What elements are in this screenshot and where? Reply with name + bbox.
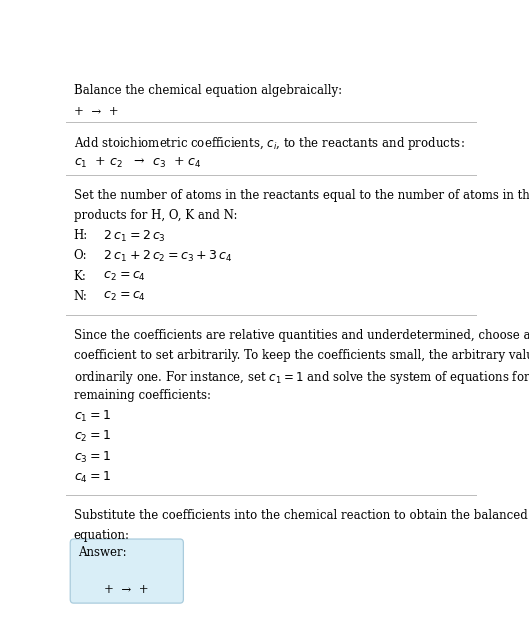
Text: $2\,c_1 = 2\,c_3$: $2\,c_1 = 2\,c_3$ <box>96 229 166 244</box>
Text: Balance the chemical equation algebraically:: Balance the chemical equation algebraica… <box>74 84 342 97</box>
Text: H:: H: <box>74 229 88 242</box>
Text: Add stoichiometric coefficients, $c_i$, to the reactants and products:: Add stoichiometric coefficients, $c_i$, … <box>74 135 464 153</box>
Text: equation:: equation: <box>74 529 130 542</box>
Text: N:: N: <box>74 290 87 303</box>
Text: ordinarily one. For instance, set $c_1 = 1$ and solve the system of equations fo: ordinarily one. For instance, set $c_1 =… <box>74 369 529 386</box>
Text: $c_1$  + $c_2$   →  $c_3$  + $c_4$: $c_1$ + $c_2$ → $c_3$ + $c_4$ <box>74 156 201 169</box>
Text: $c_2 = 1$: $c_2 = 1$ <box>74 429 111 444</box>
Text: $c_4 = 1$: $c_4 = 1$ <box>74 470 111 485</box>
Text: O:: O: <box>74 249 87 262</box>
Text: coefficient to set arbitrarily. To keep the coefficients small, the arbitrary va: coefficient to set arbitrarily. To keep … <box>74 349 529 362</box>
Text: remaining coefficients:: remaining coefficients: <box>74 389 211 402</box>
Text: $c_2 = c_4$: $c_2 = c_4$ <box>96 290 146 303</box>
Text: $c_1 = 1$: $c_1 = 1$ <box>74 409 111 424</box>
Text: Answer:: Answer: <box>78 546 127 559</box>
Text: $c_2 = c_4$: $c_2 = c_4$ <box>96 270 146 283</box>
Text: K:: K: <box>74 270 86 282</box>
Text: Substitute the coefficients into the chemical reaction to obtain the balanced: Substitute the coefficients into the che… <box>74 508 527 521</box>
Text: Set the number of atoms in the reactants equal to the number of atoms in the: Set the number of atoms in the reactants… <box>74 189 529 202</box>
Text: products for H, O, K and N:: products for H, O, K and N: <box>74 209 237 222</box>
Text: $c_3 = 1$: $c_3 = 1$ <box>74 450 111 465</box>
Text: +  →  +: + → + <box>105 584 149 596</box>
Text: Since the coefficients are relative quantities and underdetermined, choose a: Since the coefficients are relative quan… <box>74 328 529 341</box>
FancyBboxPatch shape <box>70 539 184 603</box>
Text: $2\,c_1 + 2\,c_2 = c_3 + 3\,c_4$: $2\,c_1 + 2\,c_2 = c_3 + 3\,c_4$ <box>96 249 232 265</box>
Text: +  →  +: + → + <box>74 105 118 118</box>
